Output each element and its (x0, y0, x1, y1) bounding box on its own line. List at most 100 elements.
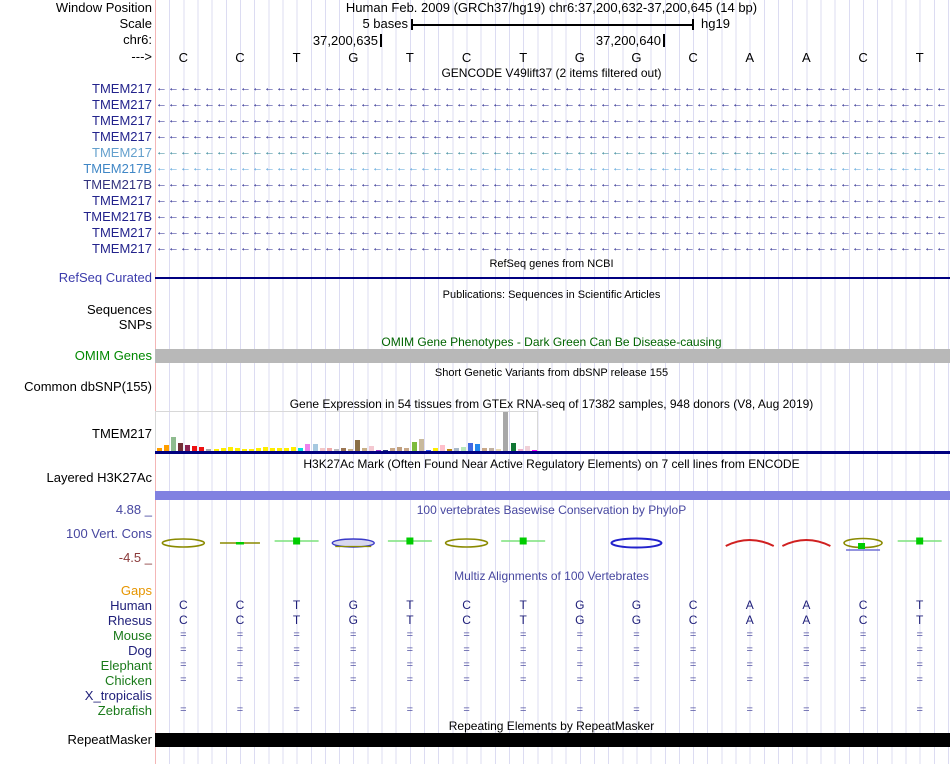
gtex-bar[interactable] (277, 448, 283, 452)
gene-track-label[interactable]: TMEM217 (92, 193, 152, 208)
gene-direction-arrows[interactable]: ←←←←←←←←←←←←←←←←←←←←←←←←←←←←←←←←←←←←←←←←… (156, 130, 948, 142)
gene-direction-arrows[interactable]: ←←←←←←←←←←←←←←←←←←←←←←←←←←←←←←←←←←←←←←←←… (156, 178, 948, 190)
gene-track-label[interactable]: TMEM217 (92, 113, 152, 128)
multiz-species-label[interactable]: Human (110, 598, 152, 613)
omim-genes-track-label[interactable]: OMIM Genes (74, 348, 152, 363)
multiz-species-label[interactable]: Mouse (112, 628, 152, 643)
gene-track-label[interactable]: TMEM217B (83, 177, 152, 192)
gtex-bar[interactable] (171, 437, 177, 452)
repeatmasker-track-label[interactable]: RepeatMasker (67, 732, 152, 747)
gtex-bar[interactable] (432, 448, 438, 452)
gtex-bar[interactable] (333, 449, 339, 452)
multiz-species-label[interactable]: Rhesus (107, 613, 152, 628)
gtex-bar[interactable] (284, 448, 290, 452)
multiz-alignment-row[interactable]: = = = = = = = = = = = = = = (155, 673, 948, 688)
gene-track-label[interactable]: TMEM217 (92, 129, 152, 144)
gene-direction-arrows[interactable]: ←←←←←←←←←←←←←←←←←←←←←←←←←←←←←←←←←←←←←←←←… (156, 98, 948, 110)
gtex-bar[interactable] (227, 447, 233, 452)
gene-track-label[interactable]: TMEM217B (83, 209, 152, 224)
gene-direction-arrows[interactable]: ←←←←←←←←←←←←←←←←←←←←←←←←←←←←←←←←←←←←←←←←… (156, 194, 948, 206)
gtex-bar[interactable] (255, 448, 261, 452)
gtex-bar[interactable] (234, 448, 240, 452)
gtex-bar[interactable] (369, 446, 375, 452)
dbsnp-track-label[interactable]: Common dbSNP(155) (24, 379, 152, 394)
gtex-bar[interactable] (157, 448, 162, 452)
gtex-bar[interactable] (496, 449, 502, 452)
gtex-bar[interactable] (312, 444, 318, 452)
multiz-alignment-row[interactable] (155, 583, 948, 598)
multiz-alignment-row[interactable]: = = = = = = = = = = = = = = (155, 628, 948, 643)
gtex-bar[interactable] (326, 448, 332, 452)
gtex-bar[interactable] (347, 449, 353, 452)
omim-gene-item[interactable] (155, 349, 950, 363)
gtex-bar[interactable] (411, 442, 417, 452)
gene-direction-arrows[interactable]: ←←←←←←←←←←←←←←←←←←←←←←←←←←←←←←←←←←←←←←←←… (156, 162, 948, 174)
multiz-species-label[interactable]: Elephant (100, 658, 152, 673)
gene-track-label[interactable]: TMEM217 (92, 225, 152, 240)
gtex-bar[interactable] (390, 448, 396, 452)
gtex-bar[interactable] (461, 447, 466, 452)
gtex-bar[interactable] (510, 443, 516, 452)
gtex-bar[interactable] (220, 448, 226, 452)
gtex-bar[interactable] (270, 448, 276, 452)
multiz-alignment-row[interactable] (155, 688, 948, 703)
gtex-bar[interactable] (397, 447, 403, 452)
gtex-bar[interactable] (340, 448, 346, 452)
multiz-alignment-row[interactable]: = = = = = = = = = = = = = = (155, 643, 948, 658)
gtex-bar[interactable] (453, 448, 459, 452)
multiz-species-label[interactable]: X_tropicalis (84, 688, 152, 703)
gtex-bar[interactable] (192, 446, 198, 452)
gtex-bar[interactable] (418, 439, 424, 452)
gene-track-label[interactable]: TMEM217 (92, 81, 152, 96)
gtex-bar[interactable] (354, 440, 360, 452)
gtex-bar[interactable] (213, 449, 219, 452)
refseq-curated-item[interactable] (155, 277, 950, 279)
gtex-bar[interactable] (517, 449, 523, 452)
gene-track-label[interactable]: TMEM217 (92, 97, 152, 112)
gtex-bar[interactable] (362, 448, 368, 452)
gtex-bar[interactable] (241, 449, 247, 452)
snps-track-label[interactable]: SNPs (118, 317, 152, 332)
gene-direction-arrows[interactable]: ←←←←←←←←←←←←←←←←←←←←←←←←←←←←←←←←←←←←←←←←… (156, 114, 948, 126)
gtex-bar[interactable] (248, 449, 254, 452)
gtex-bar[interactable] (524, 446, 530, 452)
gene-track-label[interactable]: TMEM217 (92, 241, 152, 256)
gtex-bar[interactable] (298, 448, 304, 452)
gtex-bar[interactable] (503, 412, 509, 452)
gtex-bar[interactable] (468, 443, 474, 452)
gene-direction-arrows[interactable]: ←←←←←←←←←←←←←←←←←←←←←←←←←←←←←←←←←←←←←←←←… (156, 82, 948, 94)
gtex-bar[interactable] (199, 447, 205, 452)
gtex-bar[interactable] (489, 448, 495, 452)
conservation-glyphs[interactable] (155, 530, 948, 556)
sequences-track-label[interactable]: Sequences (86, 302, 152, 317)
repeatmasker-item[interactable] (155, 733, 950, 747)
gtex-bar[interactable] (263, 447, 269, 452)
multiz-species-label[interactable]: Gaps (120, 583, 152, 598)
gene-track-label[interactable]: TMEM217B (83, 161, 152, 176)
gtex-bar[interactable] (185, 445, 191, 452)
gtex-bar[interactable] (482, 448, 488, 452)
gtex-bar[interactable] (404, 448, 410, 452)
h3k27ac-track-label[interactable]: Layered H3K27Ac (46, 470, 152, 485)
gtex-bar[interactable] (439, 445, 445, 452)
multiz-species-label[interactable]: Dog (128, 643, 152, 658)
gtex-bar[interactable] (475, 444, 481, 452)
multiz-alignment-row[interactable]: = = = = = = = = = = = = = = (155, 703, 948, 718)
gene-track-label[interactable]: TMEM217 (92, 145, 152, 160)
gtex-bar[interactable] (305, 444, 311, 452)
gtex-bar[interactable] (446, 449, 452, 452)
gene-direction-arrows[interactable]: ←←←←←←←←←←←←←←←←←←←←←←←←←←←←←←←←←←←←←←←←… (156, 226, 948, 238)
refseq-curated-track-label[interactable]: RefSeq Curated (58, 270, 152, 285)
multiz-species-label[interactable]: Chicken (105, 673, 152, 688)
multiz-alignment-row[interactable]: = = = = = = = = = = = = = = (155, 658, 948, 673)
h3k27ac-signal-bar[interactable] (155, 491, 950, 500)
gtex-bar[interactable] (206, 449, 212, 452)
gene-direction-arrows[interactable]: ←←←←←←←←←←←←←←←←←←←←←←←←←←←←←←←←←←←←←←←←… (156, 242, 948, 254)
gtex-bar[interactable] (164, 445, 170, 452)
gtex-bar[interactable] (178, 443, 184, 452)
conservation-track-label[interactable]: 100 Vert. Cons (66, 526, 152, 541)
multiz-species-label[interactable]: Zebrafish (97, 703, 152, 718)
gene-direction-arrows[interactable]: ←←←←←←←←←←←←←←←←←←←←←←←←←←←←←←←←←←←←←←←←… (156, 146, 948, 158)
